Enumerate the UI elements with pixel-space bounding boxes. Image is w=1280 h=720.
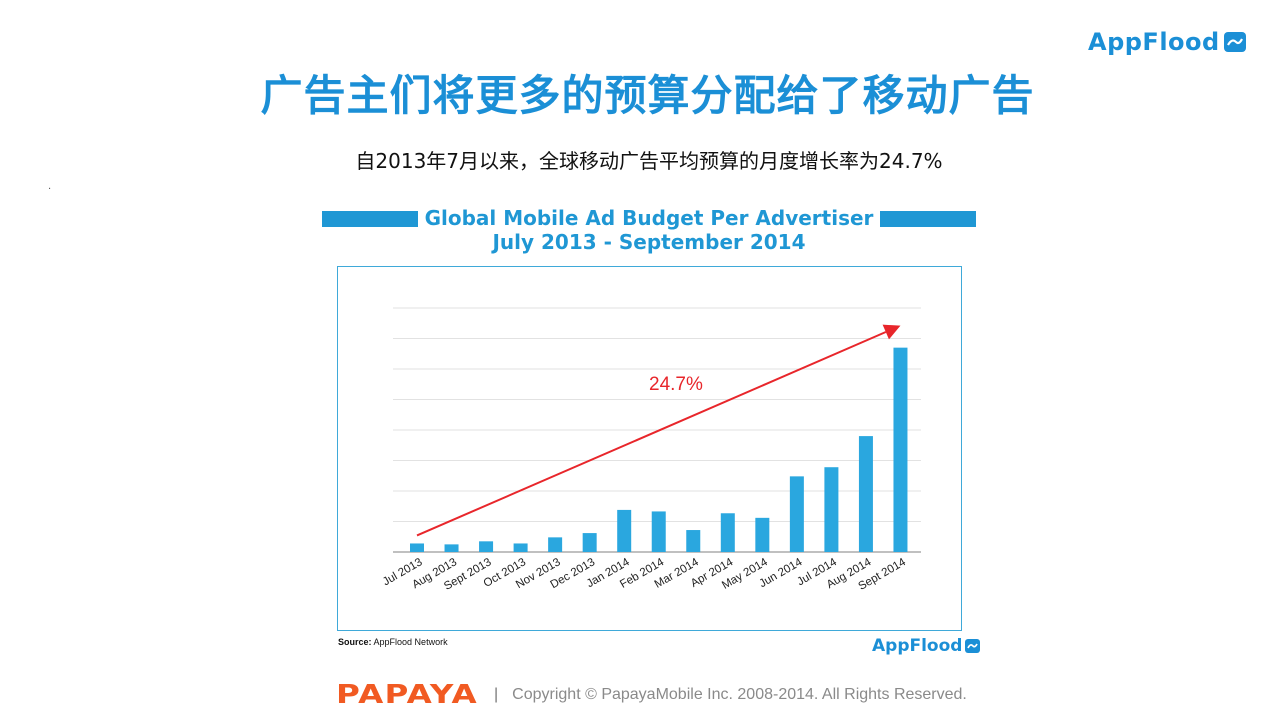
papaya-logo: PAPAYA: [336, 680, 478, 710]
bar: [548, 537, 563, 552]
source-text: AppFlood Network: [373, 637, 448, 647]
chart-title-block: Global Mobile Ad Budget Per Advertiser J…: [418, 206, 880, 254]
chart-source: Source: AppFlood Network: [338, 637, 448, 647]
chart-title-bar-left: [322, 211, 418, 227]
chart-title-bar-right: [880, 211, 976, 227]
appflood-logo-small-icon: [965, 639, 981, 653]
bar: [617, 509, 632, 552]
appflood-logo-small: AppFlood: [872, 636, 981, 656]
bar: [893, 347, 908, 552]
bar: [410, 543, 424, 552]
source-prefix: Source:: [338, 637, 372, 647]
bar: [755, 517, 770, 552]
appflood-logo-text: AppFlood: [1088, 28, 1220, 56]
appflood-logo-icon: [1223, 32, 1246, 52]
bar: [858, 436, 873, 552]
chart-title: Global Mobile Ad Budget Per Advertiser: [424, 206, 874, 230]
bar: [789, 476, 804, 552]
appflood-logo: AppFlood: [1088, 28, 1246, 56]
bar: [444, 544, 459, 552]
stray-dot: ·: [48, 184, 52, 195]
bar: [479, 541, 494, 552]
page-subtitle: 自2013年7月以来，全球移动广告平均预算的月度增长率为24.7%: [355, 149, 943, 173]
trend-arrow-head: [882, 324, 901, 340]
copyright-text: Copyright © PapayaMobile Inc. 2008-2014.…: [512, 686, 967, 703]
footer: PAPAYA | Copyright © PapayaMobile Inc. 2…: [336, 680, 967, 710]
bar: [686, 530, 701, 552]
chart-bars: [410, 347, 908, 552]
appflood-logo-small-text: AppFlood: [872, 636, 963, 656]
trend-label: 24.7%: [649, 374, 703, 395]
bar: [824, 467, 839, 552]
page-title: 广告主们将更多的预算分配给了移动广告: [260, 71, 1035, 120]
footer-separator: |: [494, 686, 499, 703]
bar: [513, 543, 528, 552]
trend-arrow-line: [416, 331, 887, 537]
bar: [651, 511, 666, 552]
chart-subtitle: July 2013 - September 2014: [492, 230, 806, 254]
trend-annotation: 24.7%: [416, 324, 901, 537]
bar: [582, 533, 597, 552]
chart-frame: [337, 266, 962, 631]
bar: [720, 513, 735, 552]
